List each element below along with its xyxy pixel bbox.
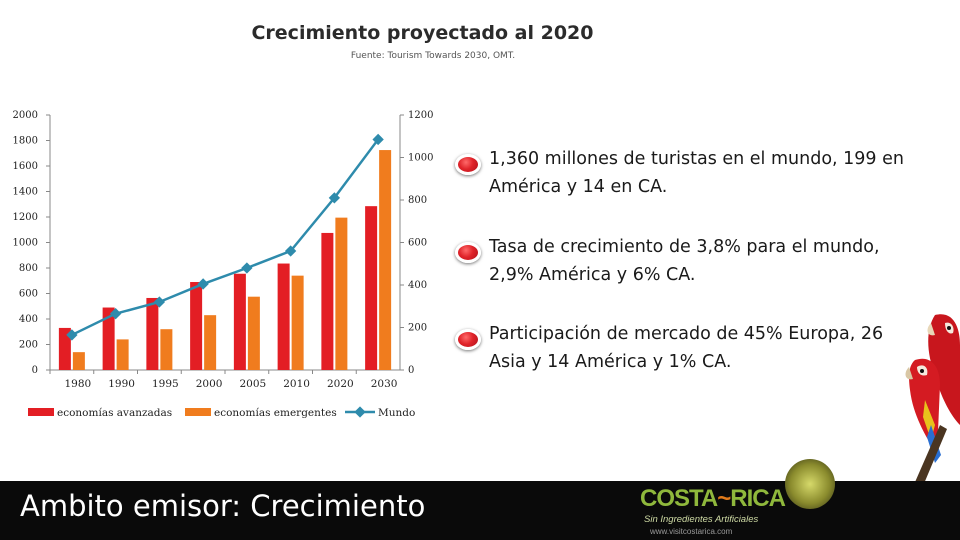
point-mundo bbox=[153, 296, 166, 308]
y-right-tick-label: 800 bbox=[408, 195, 427, 206]
costa-rica-logo: COSTA~RICA Sin Ingredientes Artificiales… bbox=[640, 485, 786, 537]
bar-economias-avanzadas bbox=[277, 263, 290, 370]
bar-economias-avanzadas bbox=[190, 282, 203, 370]
y-left-tick-label: 400 bbox=[19, 314, 38, 325]
line-mundo bbox=[71, 138, 380, 337]
bar-economias-avanzadas bbox=[233, 273, 246, 370]
bullet-text: Tasa de crecimiento de 3,8% para el mund… bbox=[489, 237, 880, 285]
combo-chart: 0 200 400 600 800 1000 1200 1400 1600 1800 2000 0 20… bbox=[13, 110, 434, 419]
x-tick-label: 2005 bbox=[240, 378, 267, 390]
x-tick-label: 1990 bbox=[108, 378, 135, 390]
bar-economias-emergentes bbox=[335, 217, 348, 370]
y-left-tick-label: 200 bbox=[19, 340, 38, 351]
bullet-dot-icon bbox=[455, 329, 481, 350]
x-tick-label: 2020 bbox=[327, 378, 354, 390]
y-left-tick-label: 0 bbox=[32, 365, 38, 376]
legend-swatch-emergentes bbox=[185, 408, 211, 416]
logo-wordmark: COSTA~RICA bbox=[640, 485, 786, 512]
bar-economias-emergentes bbox=[247, 296, 260, 370]
bar-economias-emergentes bbox=[72, 352, 85, 370]
legend-label-avanzadas: economías avanzadas bbox=[57, 407, 172, 419]
chart-title: Crecimiento proyectado al 2020 bbox=[251, 22, 594, 44]
point-mundo bbox=[197, 278, 209, 290]
footer-title: Ambito emisor: Crecimiento bbox=[20, 489, 426, 523]
bullet-text: Participación de mercado de 45% Europa, … bbox=[489, 324, 884, 372]
bullet-dot-icon bbox=[455, 154, 481, 175]
y-right-tick-label: 200 bbox=[408, 323, 427, 334]
y-right-tick-label: 0 bbox=[408, 365, 414, 376]
bar-economias-avanzadas bbox=[365, 206, 378, 370]
y-right-tick-label: 1000 bbox=[408, 153, 433, 164]
bullet-dot-icon bbox=[455, 242, 481, 263]
logo-tagline: Sin Ingredientes Artificiales bbox=[644, 514, 759, 525]
y-left-tick-label: 800 bbox=[19, 263, 38, 274]
y-left-tick-label: 1600 bbox=[13, 161, 38, 172]
logo-url: www.visitcostarica.com bbox=[650, 527, 733, 536]
parrot-image bbox=[905, 314, 960, 505]
x-tick-label: 2010 bbox=[283, 378, 310, 390]
legend-swatch-mundo-marker bbox=[354, 406, 366, 418]
y-right-tick-label: 600 bbox=[408, 238, 427, 249]
x-tick-label: 2000 bbox=[196, 378, 223, 390]
legend-swatch-avanzadas bbox=[28, 408, 54, 416]
point-mundo bbox=[284, 245, 297, 257]
bar-economias-emergentes bbox=[160, 329, 173, 370]
x-tick-label: 2030 bbox=[371, 378, 398, 390]
bar-economias-avanzadas bbox=[102, 307, 115, 370]
bar-economias-avanzadas bbox=[58, 327, 71, 370]
legend-label-mundo: Mundo bbox=[378, 407, 415, 419]
footer-bar: Ambito emisor: Crecimiento COSTA~RICA Si… bbox=[0, 459, 960, 540]
bar-economias-emergentes bbox=[379, 150, 392, 370]
y-left-tick-label: 2000 bbox=[13, 110, 38, 121]
y-left-tick-label: 600 bbox=[19, 289, 38, 300]
bar-economias-emergentes bbox=[116, 339, 129, 370]
y-left-tick-label: 1000 bbox=[13, 238, 38, 249]
bar-economias-emergentes bbox=[291, 275, 304, 370]
bar-economias-emergentes bbox=[204, 315, 217, 370]
bar-economias-avanzadas bbox=[146, 297, 159, 370]
y-left-tick-label: 1800 bbox=[13, 136, 38, 147]
y-left-tick-label: 1200 bbox=[13, 212, 38, 223]
bar-economias-avanzadas bbox=[321, 232, 334, 370]
point-mundo bbox=[241, 262, 253, 274]
chart-subtitle: Fuente: Tourism Towards 2030, OMT. bbox=[350, 51, 516, 61]
x-tick-label: 1995 bbox=[152, 378, 179, 390]
legend-label-emergentes: economías emergentes bbox=[214, 407, 337, 419]
y-right-tick-label: 400 bbox=[408, 280, 427, 291]
y-right-tick-label: 1200 bbox=[408, 110, 433, 121]
x-tick-label: 1980 bbox=[65, 378, 92, 390]
decorative-emblem-icon bbox=[785, 459, 835, 509]
bullet-text: 1,360 millones de turistas en el mundo, … bbox=[489, 149, 904, 197]
y-left-tick-label: 1400 bbox=[13, 187, 38, 198]
